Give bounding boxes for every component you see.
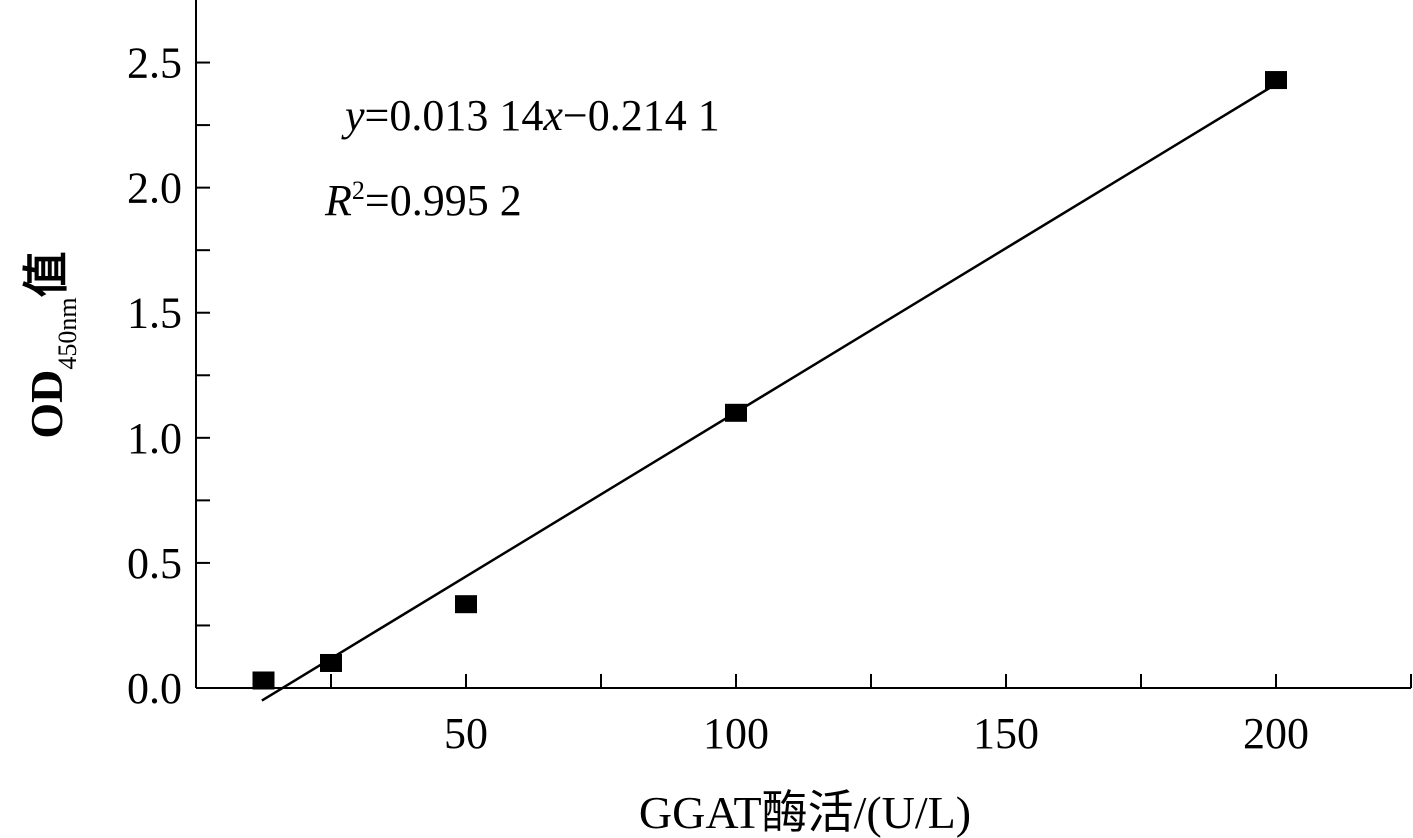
eq-part: −0.214 1 bbox=[563, 91, 720, 140]
y-tick-label: 0.5 bbox=[127, 539, 182, 588]
x-tick-label: 200 bbox=[1243, 709, 1309, 758]
equation: y=0.013 14x−0.214 1 bbox=[341, 91, 720, 140]
r2-part: R bbox=[324, 176, 352, 225]
r2-sup: 2 bbox=[352, 176, 365, 205]
y-tick-label: 2.0 bbox=[127, 164, 182, 213]
y-tick-label: 0.0 bbox=[127, 664, 182, 713]
point bbox=[1265, 71, 1287, 90]
point bbox=[725, 403, 747, 422]
y-tick-label: 1.5 bbox=[127, 289, 182, 338]
point bbox=[320, 653, 342, 672]
x-tick-label: 150 bbox=[973, 709, 1039, 758]
eq-part: y bbox=[341, 91, 365, 140]
eq-part: x bbox=[542, 91, 563, 140]
y-axis-label: OD450nm值 bbox=[21, 251, 82, 438]
y-label-sub: 450nm bbox=[53, 297, 82, 369]
eq-part: =0.013 14 bbox=[365, 91, 544, 140]
x-tick-label: 50 bbox=[444, 709, 488, 758]
r-squared: R2=0.995 2 bbox=[324, 176, 522, 225]
x-tick-label: 100 bbox=[703, 709, 769, 758]
y-tick-label: 2.5 bbox=[127, 39, 182, 88]
y-label-part: OD bbox=[21, 370, 72, 439]
fit-line bbox=[261, 82, 1277, 702]
r2-part: =0.995 2 bbox=[365, 176, 522, 225]
point bbox=[455, 595, 477, 614]
y-label-part: 值 bbox=[21, 251, 72, 297]
y-tick-label: 1.0 bbox=[127, 414, 182, 463]
point bbox=[252, 671, 275, 690]
x-axis-label: GGAT酶活/(U/L) bbox=[639, 787, 971, 838]
